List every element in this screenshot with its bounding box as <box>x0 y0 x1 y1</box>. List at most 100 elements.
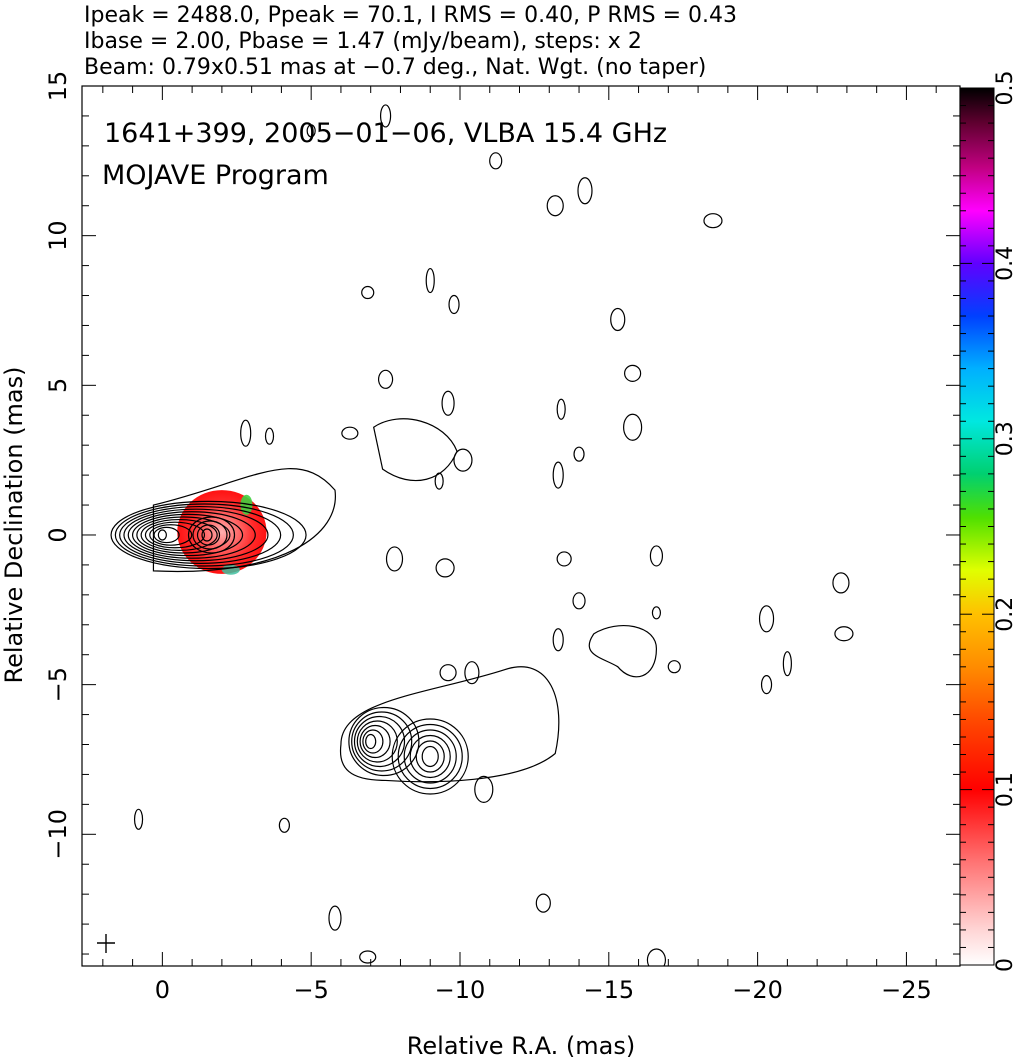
core-contour <box>131 513 244 557</box>
core-contour <box>114 503 294 567</box>
colorbar-tick-label: 0.3 <box>993 421 1018 456</box>
noise-contour <box>667 660 681 674</box>
noise-contour <box>439 664 457 682</box>
secondary-contour <box>397 723 463 790</box>
core-contour <box>140 518 218 551</box>
tick-layer <box>82 85 960 966</box>
noise-contour <box>464 661 480 685</box>
secondary-contour <box>356 720 398 763</box>
secondary-contour <box>415 740 445 773</box>
noise-contour <box>379 104 392 128</box>
colorbar-tick-label: 0.2 <box>993 597 1018 632</box>
header-line-2: Ibase = 2.00, Pbase = 1.47 (mJy/beam), s… <box>84 29 642 54</box>
knot-contour <box>201 528 213 542</box>
secondary-envelope-contour <box>339 666 560 783</box>
secondary-contour <box>348 706 420 777</box>
core-contour <box>157 529 167 541</box>
noise-contour <box>546 195 564 217</box>
tick-labels: 0 −5 −10 −15 −20 −25 15 10 5 0 −5 −10 <box>44 71 932 1004</box>
x-tick-label: 0 <box>155 976 170 1004</box>
contour-layer <box>110 104 854 966</box>
noise-contour <box>341 426 359 440</box>
secondary-contour <box>353 715 406 768</box>
core-contour <box>144 521 206 549</box>
noise-contour <box>572 592 586 610</box>
program-annotation: MOJAVE Program <box>102 160 329 191</box>
noise-contour <box>832 572 850 594</box>
secondary-contour <box>421 745 439 768</box>
noise-contour <box>264 427 275 445</box>
noise-contour <box>359 950 377 964</box>
y-tick-label: 0 <box>44 527 72 542</box>
knot-contour <box>187 516 236 554</box>
core-contour <box>127 511 256 559</box>
y-tick-label: 15 <box>44 71 72 102</box>
colorbar-tick-label: 0.1 <box>993 772 1018 807</box>
noise-contour <box>535 893 551 913</box>
y-tick-label: −10 <box>44 809 72 860</box>
noise-contour <box>453 448 473 472</box>
core-contour <box>149 524 193 546</box>
jet-envelope-contour <box>152 468 336 573</box>
y-tick-label: 10 <box>44 220 72 251</box>
core-contour <box>153 526 180 544</box>
noise-contour <box>651 606 662 620</box>
y-tick-label: −5 <box>44 667 72 702</box>
noise-contour <box>489 152 503 170</box>
noise-contour <box>782 651 792 677</box>
secondary-contour <box>409 734 451 779</box>
noise-contour <box>552 461 564 489</box>
noise-contour <box>361 285 375 300</box>
x-tick-label: −20 <box>732 976 783 1004</box>
polarization-patch <box>240 494 253 515</box>
y-axis-label: Relative Declination (mas) <box>0 366 28 683</box>
secondary-contour <box>391 718 469 795</box>
secondary-contour <box>359 724 391 759</box>
knot-contour <box>192 520 228 550</box>
noise-contour <box>556 398 566 420</box>
noise-contour <box>441 390 455 416</box>
noise-contour <box>624 364 642 382</box>
x-tick-label: −5 <box>293 976 328 1004</box>
header-line-3: Beam: 0.79x0.51 mas at −0.7 deg., Nat. W… <box>84 55 706 80</box>
beam-marker <box>97 934 115 953</box>
noise-contour <box>610 307 626 332</box>
source-annotation: 1641+399, 2005−01−06, VLBA 15.4 GHz <box>104 118 667 149</box>
noise-contour <box>306 124 316 138</box>
core-contour <box>123 508 269 562</box>
noise-contour <box>577 177 593 205</box>
secondary-contour <box>365 733 377 750</box>
secondary-contour <box>403 729 457 784</box>
noise-contour <box>240 419 252 447</box>
noise-contour <box>556 551 572 567</box>
secondary-contour <box>362 729 384 754</box>
noise-contour <box>703 213 723 229</box>
colorbar-ticks <box>960 87 994 966</box>
noise-contour <box>474 775 494 804</box>
noise-contour <box>649 545 664 567</box>
colorbar-tick-label: 0 <box>993 958 1018 972</box>
noise-contour <box>434 472 444 490</box>
noise-contour <box>448 294 460 315</box>
polarization-patch <box>221 564 240 575</box>
core-contour <box>110 500 307 570</box>
noise-contour <box>377 369 394 389</box>
secondary-contour <box>351 711 413 772</box>
noise-contour <box>435 558 455 578</box>
noise-contour <box>385 546 404 572</box>
jet-envelope-contour <box>373 418 458 482</box>
noise-contour <box>646 948 667 966</box>
noise-contour <box>328 905 342 931</box>
x-tick-label: −25 <box>881 976 932 1004</box>
colorbar-tick-label: 0.5 <box>993 71 1018 106</box>
noise-contour <box>133 808 144 830</box>
y-tick-label: 5 <box>44 378 72 393</box>
x-tick-label: −15 <box>583 976 634 1004</box>
noise-contour <box>573 446 585 462</box>
noise-contour <box>588 625 658 678</box>
x-axis-label: Relative R.A. (mas) <box>407 1032 635 1060</box>
noise-contour <box>552 628 564 652</box>
noise-contour <box>278 817 290 833</box>
noise-contour <box>760 675 773 695</box>
core-contour <box>119 505 282 564</box>
